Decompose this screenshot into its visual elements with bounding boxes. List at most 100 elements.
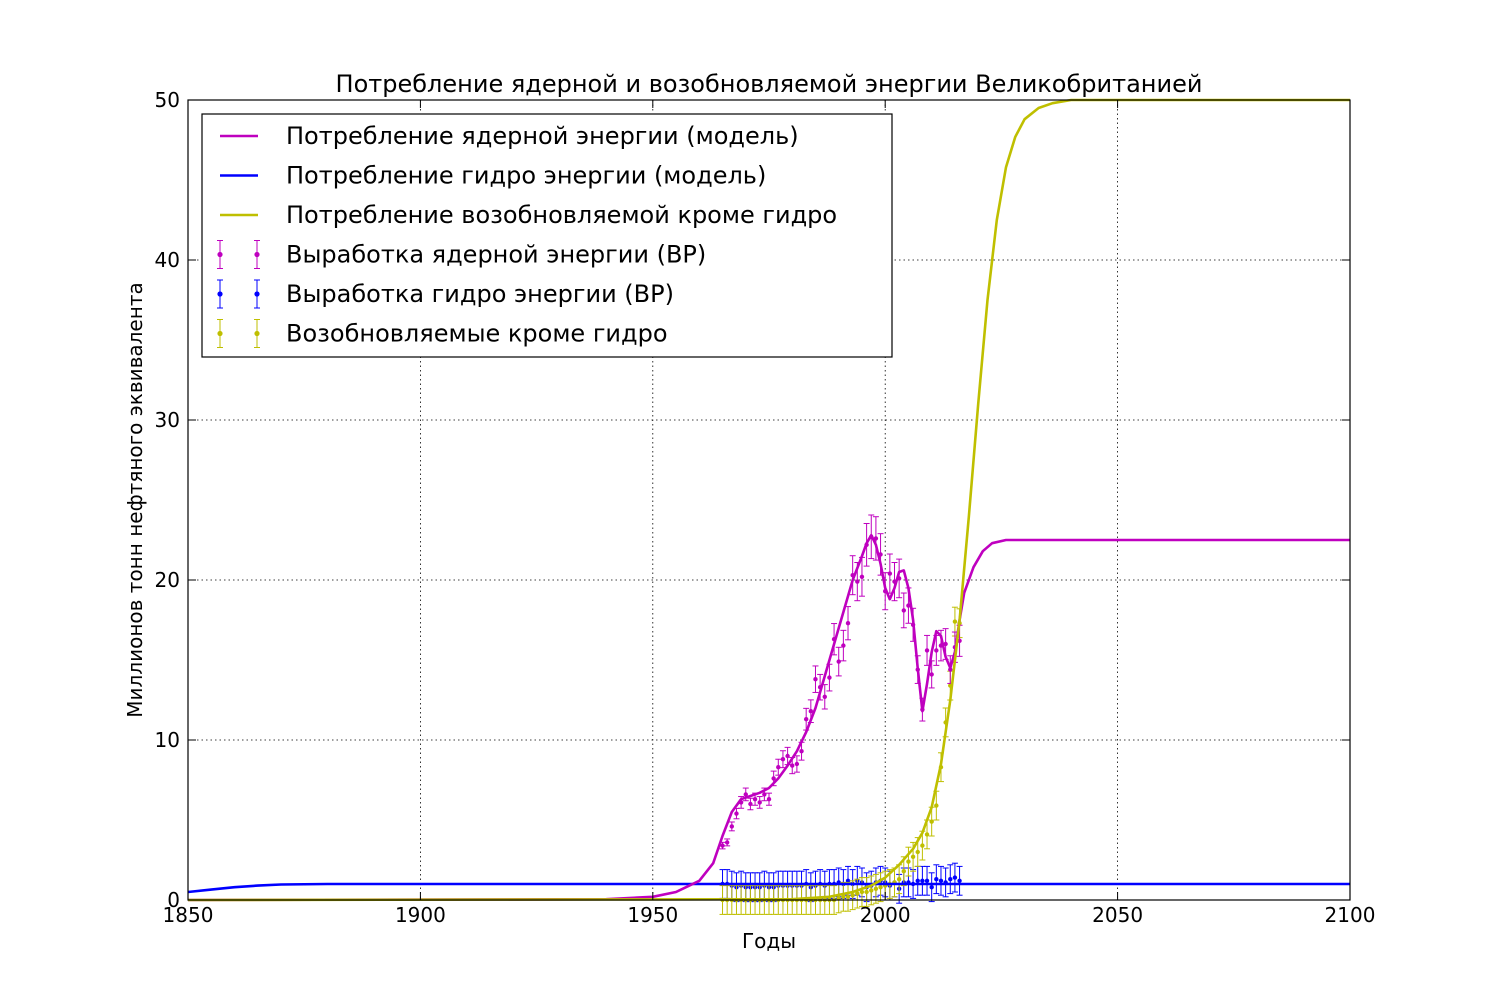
grid — [188, 100, 1350, 900]
data-point — [850, 893, 855, 898]
x-tick-label: 1900 — [395, 903, 446, 927]
data-point — [896, 877, 902, 882]
x-tick-label: 2100 — [1325, 903, 1376, 927]
x-tick-label: 2050 — [1092, 903, 1143, 927]
data-point — [827, 675, 832, 680]
data-point — [794, 761, 800, 767]
data-point — [929, 819, 934, 824]
legend-entry: Потребление возобновляемой кроме гидро — [220, 201, 837, 229]
legend-entry: Возобновляемые кроме гидро — [217, 319, 668, 348]
legend-entry: Потребление ядерной энергии (модель) — [220, 122, 799, 150]
data-point — [743, 792, 748, 797]
data-point — [924, 878, 930, 883]
legend-label: Выработка ядерной энергии (BP) — [286, 241, 706, 269]
data-point — [915, 878, 920, 883]
data-point — [924, 832, 930, 837]
legend: Потребление ядерной энергии (модель) Потр… — [201, 113, 893, 358]
data-point — [822, 694, 827, 699]
data-point — [873, 886, 879, 891]
series-1 — [187, 882, 1350, 894]
y-tick-label: 20 — [155, 568, 180, 592]
legend-marker — [254, 330, 260, 337]
series-line — [187, 882, 1350, 894]
data-point — [920, 843, 925, 848]
y-tick-label: 0 — [167, 888, 180, 912]
series-0 — [187, 533, 1350, 902]
legend-marker — [217, 330, 223, 337]
data-point — [938, 878, 944, 883]
data-point — [729, 824, 735, 829]
x-tick-label: 1850 — [163, 903, 214, 927]
data-point — [776, 765, 781, 770]
legend-label: Выработка гидро энергии (BP) — [286, 280, 674, 308]
data-point — [799, 749, 804, 754]
data-point — [841, 894, 846, 899]
legend-entry: Выработка гидро энергии (BP) — [217, 279, 674, 309]
series-2 — [187, 98, 1350, 902]
data-point — [915, 849, 920, 855]
data-point — [901, 608, 906, 613]
data-point — [724, 840, 730, 845]
legend-marker — [217, 251, 223, 258]
data-point — [859, 574, 865, 579]
data-point — [952, 875, 958, 880]
legend-entry: Выработка ядерной энергии (BP) — [217, 240, 706, 269]
data-point — [748, 801, 753, 807]
axis-ticks: 1850 1900 1950 2000 2050 2100 0 10 20 30 40 50 — [155, 88, 1376, 927]
data-point — [766, 797, 772, 802]
data-point — [869, 888, 874, 893]
data-point — [855, 891, 860, 896]
y-tick-label: 10 — [155, 728, 180, 752]
x-axis-label: Годы — [742, 929, 796, 953]
series-5 — [719, 606, 963, 915]
series-line — [187, 98, 1350, 902]
legend-marker — [254, 291, 260, 297]
data-point — [803, 717, 809, 722]
legend-box — [201, 113, 893, 358]
data-point — [762, 792, 767, 797]
data-point — [929, 672, 934, 677]
y-tick-label: 40 — [155, 248, 180, 272]
legend-marker — [217, 291, 223, 297]
data-point — [841, 643, 846, 648]
data-point — [873, 536, 879, 541]
data-point — [878, 885, 883, 890]
data-point — [855, 579, 860, 584]
data-point — [910, 854, 916, 859]
data-point — [771, 776, 776, 781]
data-point — [780, 757, 786, 762]
legend-label: Потребление возобновляемой кроме гидро — [286, 201, 837, 229]
data-point — [752, 797, 758, 802]
data-point — [790, 763, 795, 768]
data-point — [943, 641, 948, 647]
data-point — [864, 889, 869, 895]
data-point — [813, 677, 818, 682]
data-point — [887, 571, 893, 576]
data-point — [757, 800, 762, 805]
data-point — [906, 859, 911, 864]
data-point — [808, 709, 814, 714]
x-tick-label: 1950 — [627, 903, 678, 927]
legend-marker — [254, 251, 260, 258]
data-point — [952, 619, 958, 624]
data-point — [901, 869, 906, 874]
data-point — [859, 889, 865, 895]
data-point — [957, 878, 962, 883]
chart-title: Потребление ядерной и возобновляемой эне… — [336, 70, 1203, 98]
data-point — [934, 803, 939, 808]
series-line — [187, 533, 1350, 902]
data-point — [934, 648, 939, 653]
data-point — [720, 843, 725, 848]
y-tick-label: 50 — [155, 88, 180, 112]
y-axis-label: Миллионов тонн нефтяного эквивалента — [123, 282, 147, 717]
data-point — [920, 878, 925, 883]
data-point — [924, 648, 930, 653]
x-tick-label: 2000 — [860, 903, 911, 927]
data-point — [929, 885, 934, 890]
y-tick-label: 30 — [155, 408, 180, 432]
legend-label: Возобновляемые кроме гидро — [286, 320, 668, 348]
data-point — [934, 877, 939, 882]
data-point — [836, 659, 841, 664]
legend-label: Потребление ядерной энергии (модель) — [286, 122, 799, 150]
